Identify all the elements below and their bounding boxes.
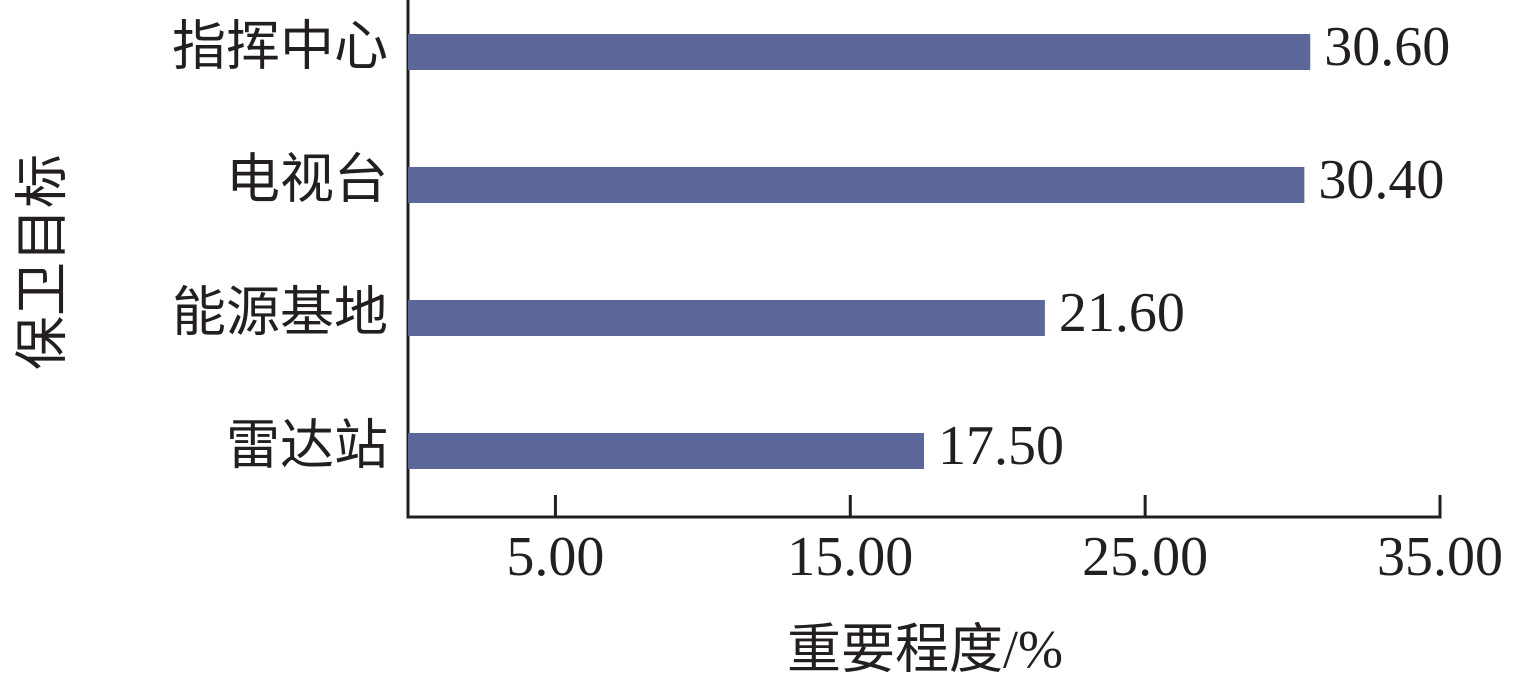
x-tick-label: 5.00 xyxy=(506,526,604,588)
bar xyxy=(408,433,924,469)
y-axis-label: 保卫目标 xyxy=(12,154,72,370)
bar xyxy=(408,167,1305,203)
x-tick-label: 25.00 xyxy=(1082,526,1208,588)
x-axis-label: 重要程度/% xyxy=(787,619,1063,679)
x-tick-label: 35.00 xyxy=(1377,526,1503,588)
y-tick-label: 雷达站 xyxy=(226,415,388,475)
x-tick-label: 15.00 xyxy=(787,526,913,588)
bar xyxy=(408,300,1045,336)
y-tick-label: 电视台 xyxy=(226,149,388,209)
value-label: 17.50 xyxy=(938,415,1064,477)
value-label: 21.60 xyxy=(1059,282,1185,344)
value-label: 30.60 xyxy=(1324,16,1450,78)
y-tick-label: 指挥中心 xyxy=(172,16,388,76)
value-label: 30.40 xyxy=(1318,149,1444,211)
bar xyxy=(408,34,1311,70)
y-tick-label: 能源基地 xyxy=(172,282,388,342)
